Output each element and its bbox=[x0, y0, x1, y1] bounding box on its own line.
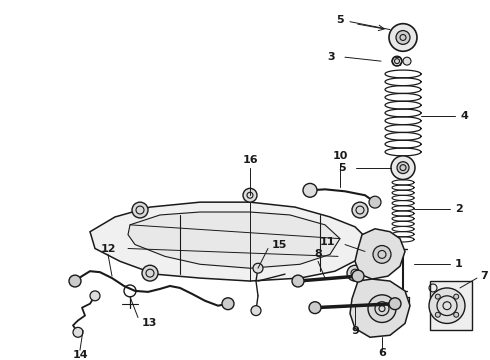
Circle shape bbox=[403, 57, 411, 65]
Polygon shape bbox=[128, 212, 340, 268]
Bar bbox=[430, 281, 472, 330]
Circle shape bbox=[292, 275, 304, 287]
Circle shape bbox=[373, 246, 391, 263]
Circle shape bbox=[369, 196, 381, 208]
Text: 2: 2 bbox=[455, 204, 463, 214]
Circle shape bbox=[435, 294, 441, 299]
Text: 10: 10 bbox=[332, 151, 348, 161]
Circle shape bbox=[454, 312, 459, 317]
Circle shape bbox=[391, 156, 415, 180]
Circle shape bbox=[352, 202, 368, 218]
Circle shape bbox=[435, 312, 441, 317]
Circle shape bbox=[69, 275, 81, 287]
Circle shape bbox=[90, 291, 100, 301]
Circle shape bbox=[347, 265, 363, 281]
Text: 14: 14 bbox=[72, 350, 88, 360]
Text: 1: 1 bbox=[455, 259, 463, 269]
Text: 4: 4 bbox=[460, 111, 468, 121]
Circle shape bbox=[243, 188, 257, 202]
Text: 5: 5 bbox=[336, 15, 344, 25]
Circle shape bbox=[132, 202, 148, 218]
Circle shape bbox=[392, 56, 402, 66]
Text: 12: 12 bbox=[100, 243, 116, 253]
Text: 3: 3 bbox=[327, 52, 335, 62]
Circle shape bbox=[309, 302, 321, 314]
Text: 5: 5 bbox=[339, 163, 346, 173]
Circle shape bbox=[142, 265, 158, 281]
Circle shape bbox=[253, 263, 263, 273]
Text: 7: 7 bbox=[480, 271, 488, 281]
Circle shape bbox=[389, 24, 417, 51]
Circle shape bbox=[399, 301, 407, 309]
Text: 13: 13 bbox=[142, 319, 157, 328]
Text: 8: 8 bbox=[314, 249, 322, 260]
Circle shape bbox=[454, 294, 459, 299]
Circle shape bbox=[368, 295, 396, 323]
Circle shape bbox=[73, 327, 83, 337]
Circle shape bbox=[389, 298, 401, 310]
Text: 15: 15 bbox=[272, 239, 287, 249]
Circle shape bbox=[352, 270, 364, 282]
Text: 11: 11 bbox=[319, 237, 335, 247]
Text: 6: 6 bbox=[378, 348, 386, 358]
Circle shape bbox=[397, 162, 409, 174]
Circle shape bbox=[303, 183, 317, 197]
Circle shape bbox=[222, 298, 234, 310]
Circle shape bbox=[251, 306, 261, 316]
Text: 16: 16 bbox=[242, 155, 258, 165]
Polygon shape bbox=[355, 229, 405, 279]
Polygon shape bbox=[90, 202, 370, 281]
Circle shape bbox=[429, 288, 465, 323]
Polygon shape bbox=[350, 279, 410, 337]
Text: 9: 9 bbox=[351, 326, 359, 336]
Circle shape bbox=[396, 31, 410, 44]
